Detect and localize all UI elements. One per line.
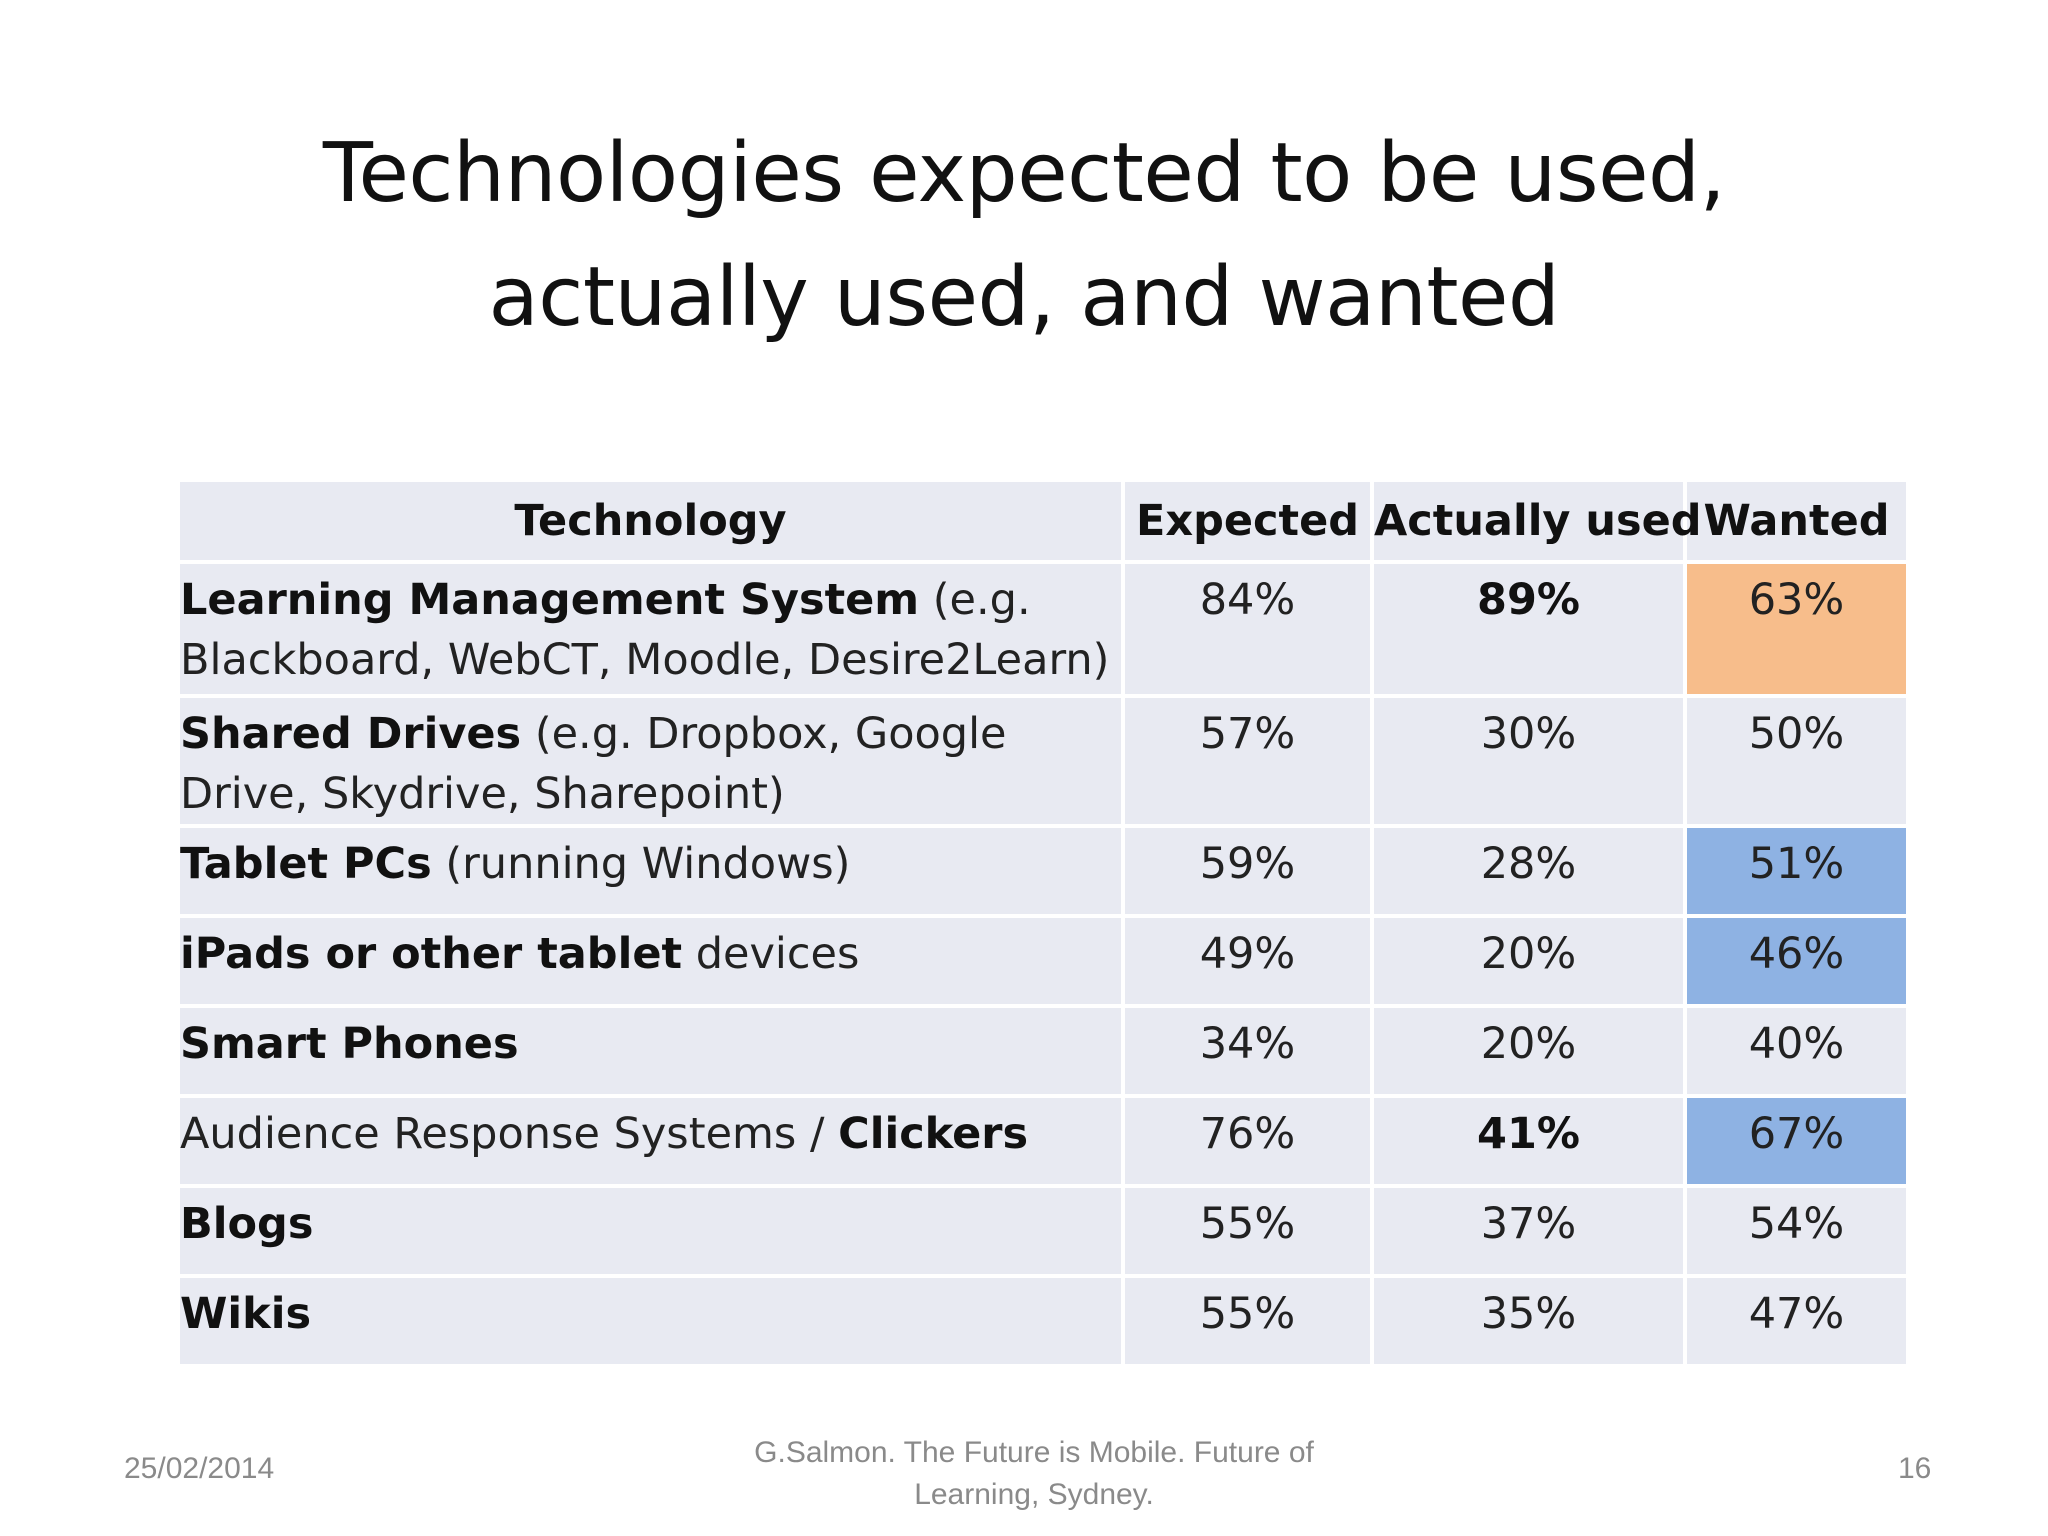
- expected-cell: 76%: [1121, 1094, 1374, 1188]
- table-row: Smart Phones 34% 20% 40%: [176, 1004, 1910, 1098]
- technology-name: Wikis: [180, 1289, 312, 1339]
- actually-used-cell: 41%: [1370, 1094, 1687, 1188]
- technology-detail: (e.g. Dropbox, Google Drive, Skydrive, S…: [180, 709, 1007, 819]
- expected-cell: 55%: [1121, 1274, 1374, 1368]
- expected-cell: 55%: [1121, 1184, 1374, 1278]
- technology-name: Learning Management System: [180, 575, 920, 625]
- table-row: Audience Response Systems / Clickers 76%…: [176, 1094, 1910, 1188]
- actually-used-cell: 89%: [1370, 560, 1687, 698]
- expected-cell: 49%: [1121, 914, 1374, 1008]
- wanted-cell: 46%: [1683, 914, 1910, 1008]
- header-actually-used: Actually used: [1370, 478, 1702, 564]
- wanted-cell: 67%: [1683, 1094, 1910, 1188]
- actually-used-cell: 20%: [1370, 914, 1687, 1008]
- table-row: Learning Management System (e.g. Blackbo…: [176, 560, 1910, 698]
- header-technology: Technology: [176, 478, 1125, 564]
- technology-cell: iPads or other tablet devices: [176, 914, 1125, 1008]
- footer-source-line-2: Learning, Sydney.: [914, 1478, 1154, 1511]
- technologies-table: Technology Expected Actually used Wanted…: [176, 478, 1910, 1368]
- actually-used-cell: 37%: [1370, 1184, 1687, 1278]
- table-row: Tablet PCs (running Windows) 59% 28% 51%: [176, 824, 1910, 918]
- actually-used-cell: 28%: [1370, 824, 1687, 918]
- slide-title: Technologies expected to be used, actual…: [0, 112, 2048, 360]
- technology-name: Blogs: [180, 1199, 314, 1249]
- actually-used-cell: 30%: [1370, 694, 1687, 828]
- technology-detail: (running Windows): [431, 839, 851, 889]
- wanted-cell: 50%: [1683, 694, 1910, 828]
- technology-cell: Learning Management System (e.g. Blackbo…: [176, 560, 1125, 698]
- technology-name: Shared Drives: [180, 709, 522, 759]
- technology-name: iPads or other tablet: [180, 929, 683, 979]
- table-row: Blogs 55% 37% 54%: [176, 1184, 1910, 1278]
- table-row: iPads or other tablet devices 49% 20% 46…: [176, 914, 1910, 1008]
- footer-page-number: 16: [1898, 1452, 1932, 1485]
- wanted-cell: 51%: [1683, 824, 1910, 918]
- footer-source: G.Salmon. The Future is Mobile. Future o…: [724, 1432, 1344, 1516]
- technology-name: Clickers: [838, 1109, 1029, 1159]
- technology-detail: devices: [682, 929, 860, 979]
- wanted-cell: 47%: [1683, 1274, 1910, 1368]
- wanted-cell: 40%: [1683, 1004, 1910, 1098]
- technology-cell: Tablet PCs (running Windows): [176, 824, 1125, 918]
- slide-title-line-2: actually used, and wanted: [488, 250, 1560, 345]
- table-row: Shared Drives (e.g. Dropbox, Google Driv…: [176, 694, 1910, 828]
- expected-cell: 84%: [1121, 560, 1374, 698]
- wanted-cell: 54%: [1683, 1184, 1910, 1278]
- table-header-row: Technology Expected Actually used Wanted: [176, 478, 1910, 564]
- table-row: Wikis 55% 35% 47%: [176, 1274, 1910, 1368]
- footer-date: 25/02/2014: [124, 1452, 275, 1485]
- actually-used-cell: 20%: [1370, 1004, 1687, 1098]
- header-wanted: Wanted: [1683, 478, 1910, 564]
- technology-cell: Blogs: [176, 1184, 1125, 1278]
- technology-cell: Shared Drives (e.g. Dropbox, Google Driv…: [176, 694, 1125, 828]
- expected-cell: 57%: [1121, 694, 1374, 828]
- technology-name: Smart Phones: [180, 1019, 519, 1069]
- slide-title-line-1: Technologies expected to be used,: [322, 126, 1726, 221]
- technology-cell: Smart Phones: [176, 1004, 1125, 1098]
- expected-cell: 59%: [1121, 824, 1374, 918]
- technology-detail: Audience Response Systems /: [180, 1109, 839, 1159]
- footer-source-line-1: G.Salmon. The Future is Mobile. Future o…: [754, 1436, 1314, 1469]
- wanted-cell: 63%: [1683, 560, 1910, 698]
- technology-detail: (e.g. Blackboard, WebCT, Moodle, Desire2…: [180, 575, 1110, 685]
- header-expected: Expected: [1121, 478, 1374, 564]
- technology-cell: Wikis: [176, 1274, 1125, 1368]
- actually-used-cell: 35%: [1370, 1274, 1687, 1368]
- technology-name: Tablet PCs: [180, 839, 432, 889]
- expected-cell: 34%: [1121, 1004, 1374, 1098]
- technology-cell: Audience Response Systems / Clickers: [176, 1094, 1125, 1188]
